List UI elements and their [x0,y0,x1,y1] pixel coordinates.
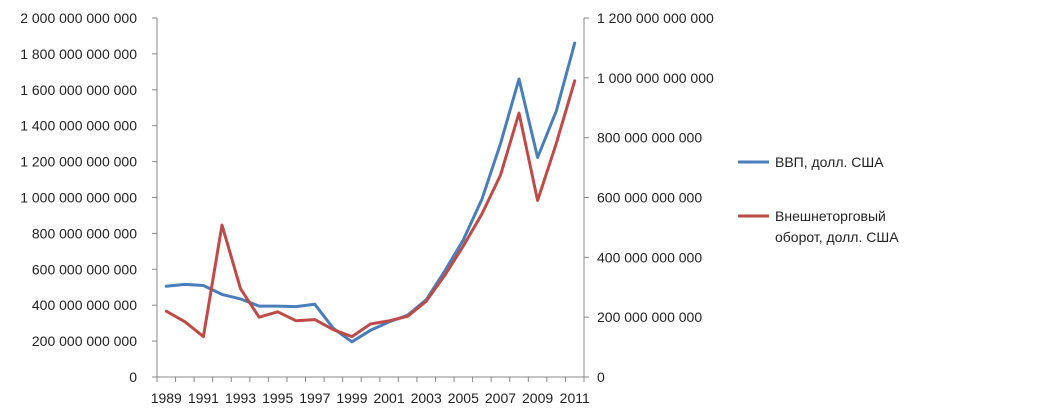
x-tick-label: 2009 [522,390,553,406]
left-y-tick-label: 800 000 000 000 [32,225,137,241]
left-y-tick-label: 1 400 000 000 000 [20,118,137,134]
series-line-1 [164,41,577,344]
x-tick-label: 2007 [485,390,516,406]
chart-axes: 0 200 000 000 000 400 000 000 000 600 000 0… [20,10,714,406]
left-y-tick-label: 1 200 000 000 000 [20,154,137,170]
left-y-tick-label: 400 000 000 000 [32,297,137,313]
right-y-tick-label: 1 000 000 000 000 [597,70,714,86]
left-y-tick-label: 600 000 000 000 [32,261,137,277]
legend-label-1: ВВП, долл. США [775,154,884,170]
left-y-tick-label: 1 000 000 000 000 [20,190,137,206]
left-y-tick-label: 2 000 000 000 000 [20,10,137,26]
right-y-tick-label: 600 000 000 000 [597,190,702,206]
x-tick-label: 1993 [225,390,256,406]
chart-legend: ВВП, долл. США Внешнеторговый оборот, долл… [738,154,899,245]
x-tick-label: 2005 [448,390,479,406]
left-y-tick-label: 0 [129,369,137,385]
series-line-2 [164,79,577,339]
legend-label-line: оборот, долл. США [775,229,899,245]
x-tick-label: 1999 [336,390,367,406]
x-tick-label: 2011 [560,390,590,406]
right-y-tick-label: 200 000 000 000 [597,309,702,325]
x-tick-label: 2003 [411,390,442,406]
x-tick-label: 1995 [262,390,293,406]
x-tick-label: 1997 [299,390,330,406]
x-tick-label: 1989 [151,390,182,406]
right-y-tick-label: 800 000 000 000 [597,130,702,146]
x-tick-label: 2001 [373,390,404,406]
legend-label-line: Внешнеторговый [775,208,886,224]
left-y-tick-label: 1 600 000 000 000 [20,82,137,98]
right-y-tick-label: 400 000 000 000 [597,249,702,265]
left-y-tick-label: 200 000 000 000 [32,333,137,349]
right-y-tick-label: 1 200 000 000 000 [597,10,714,26]
x-tick-label: 1991 [188,390,219,406]
chart-series [164,41,577,344]
right-y-tick-label: 0 [597,369,605,385]
legend-label-2: Внешнеторговый оборот, долл. США [775,208,899,245]
left-y-tick-label: 1 800 000 000 000 [20,46,137,62]
